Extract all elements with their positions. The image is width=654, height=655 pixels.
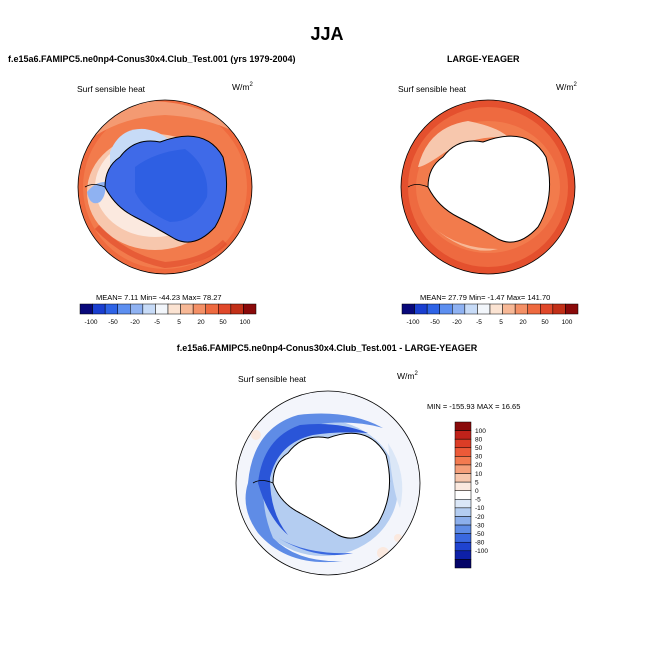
panel2-polar-map xyxy=(400,99,576,275)
panel3-colorbar-tick-label: -10 xyxy=(475,505,485,512)
panel3-colorbar-swatch xyxy=(454,473,472,483)
panel2-colorbar-tick-label: 20 xyxy=(519,319,527,326)
panel3-colorbar-swatch xyxy=(454,541,472,552)
panel3-units-label: W/m2 xyxy=(397,371,418,381)
panel1-colorbar-swatch xyxy=(180,303,194,315)
panel3-polar-map xyxy=(235,390,421,576)
panel3-colorbar-swatch xyxy=(454,464,472,474)
panel1-colorbar-swatch xyxy=(243,303,257,315)
panel3-colorbar-tick-label: 10 xyxy=(475,471,483,478)
panel2-colorbar-swatch xyxy=(565,303,579,315)
panel3-colorbar-swatch xyxy=(454,516,472,526)
panel3-variable-label: Surf sensible heat xyxy=(238,374,307,384)
panel1-colorbar-swatch xyxy=(130,303,144,315)
panel1-colorbar-tick-label: -5 xyxy=(154,319,160,326)
panel3-colorbar-swatch xyxy=(454,430,472,440)
panel3-colorbar-swatch xyxy=(454,559,472,569)
panel3-colorbar-swatch xyxy=(454,533,472,543)
panel3-colorbar-tick-label: -50 xyxy=(475,531,485,538)
panel1-colorbar-tick-label: -20 xyxy=(130,319,140,326)
panel1-units-label: W/m2 xyxy=(232,82,253,92)
panel1-colorbar: -100 -50 -20 -5 5 20 50 100 xyxy=(79,303,257,326)
panel2-colorbar: -100 -50 -20 -5 5 20 50 100 xyxy=(401,303,579,326)
panel1-colorbar-swatch xyxy=(117,303,131,315)
panel2-colorbar-swatch xyxy=(426,303,440,315)
panel2-colorbar-tick-label: 5 xyxy=(499,319,503,326)
panel3-colorbar-swatch xyxy=(454,421,472,431)
panel3-colorbar-swatch xyxy=(454,456,472,466)
panel2-colorbar-tick-label: -50 xyxy=(430,319,440,326)
panel1-colorbar-swatch xyxy=(192,303,206,315)
panel2-colorbar-swatch xyxy=(401,303,415,315)
panel2-colorbar-swatch xyxy=(464,303,478,315)
panel3-colorbar-tick-label: -30 xyxy=(475,522,485,529)
panel3-colorbar-swatch xyxy=(454,499,472,509)
panel2-colorbar-swatch xyxy=(514,303,528,315)
panel3-colorbar-tick-label: 0 xyxy=(475,488,479,495)
panel3-colorbar-swatch xyxy=(454,524,472,534)
panel3-case-title: f.e15a6.FAMIPC5.ne0np4-Conus30x4.Club_Te… xyxy=(176,343,478,353)
panel1-colorbar-tick-label: -100 xyxy=(84,319,97,326)
panel3-colorbar-swatch xyxy=(454,490,472,500)
panel2-variable-label: Surf sensible heat xyxy=(398,84,467,94)
panel3-colorbar-tick-label: 50 xyxy=(475,445,483,452)
panel3-colorbar-swatch xyxy=(454,447,472,457)
panel3-colorbar-tick-label: -100 xyxy=(475,548,488,555)
panel1-variable-label: Surf sensible heat xyxy=(77,84,146,94)
panel2-colorbar-swatch xyxy=(477,303,491,315)
panel3-colorbar-tick-label: -5 xyxy=(475,497,481,504)
panel1-colorbar-tick-label: -50 xyxy=(108,319,118,326)
panel1-colorbar-tick-label: 50 xyxy=(219,319,227,326)
panel3-colorbar-tick-label: 20 xyxy=(475,462,483,469)
panel2-colorbar-tick-label: -5 xyxy=(476,319,482,326)
figure-title: JJA xyxy=(310,24,344,44)
panel1-colorbar-swatch xyxy=(155,303,169,315)
panel2-colorbar-tick-label: 100 xyxy=(562,319,573,326)
panel1-colorbar-swatch xyxy=(92,303,106,315)
panel2-colorbar-tick-label: -20 xyxy=(452,319,462,326)
panel2-colorbar-tick-label: -100 xyxy=(406,319,419,326)
panel1-polar-map xyxy=(77,99,253,275)
panel1-colorbar-swatch xyxy=(142,303,156,315)
panel1-colorbar-swatch xyxy=(104,303,118,315)
panel2-colorbar-swatch xyxy=(540,303,554,315)
panel1-colorbar-tick-label: 100 xyxy=(240,319,251,326)
panel3-colorbar-swatch xyxy=(454,550,472,560)
panel1-colorbar-tick-label: 20 xyxy=(197,319,205,326)
panel1-colorbar-tick-label: 5 xyxy=(177,319,181,326)
panel1-case-title: f.e15a6.FAMIPC5.ne0np4-Conus30x4.Club_Te… xyxy=(8,54,296,64)
panel2-colorbar-swatch xyxy=(414,303,428,315)
panel3-stats: MIN = -155.93 MAX = 16.65 xyxy=(427,402,521,411)
panel2-units-label: W/m2 xyxy=(556,82,577,92)
panel3-colorbar-swatch xyxy=(454,507,472,517)
panel2-colorbar-swatch xyxy=(527,303,541,315)
panel3-colorbar-swatch xyxy=(454,481,472,491)
panel2-colorbar-swatch xyxy=(502,303,516,315)
panel2-case-title: LARGE-YEAGER xyxy=(447,54,520,64)
panel2-colorbar-swatch xyxy=(452,303,466,315)
panel1-colorbar-swatch xyxy=(79,303,93,315)
panel3-colorbar-tick-label: -20 xyxy=(475,514,485,521)
panel3-colorbar-tick-label: 5 xyxy=(475,479,479,486)
panel1-stats: MEAN= 7.11 Min= -44.23 Max= 78.27 xyxy=(96,293,222,302)
panel1-colorbar-swatch xyxy=(218,303,232,315)
panel3-colorbar-swatch xyxy=(454,438,472,449)
panel1-colorbar-swatch xyxy=(230,303,244,315)
panel3-colorbar-tick-label: -80 xyxy=(475,540,485,547)
panel3-colorbar-tick-label: 30 xyxy=(475,454,483,461)
panel2-stats: MEAN= 27.79 Min= -1.47 Max= 141.70 xyxy=(420,293,551,302)
panel3-colorbar-tick-label: 80 xyxy=(475,436,483,443)
panel3-colorbar-tick-label: 100 xyxy=(475,428,486,435)
panel2-colorbar-swatch xyxy=(489,303,503,315)
panel2-colorbar-swatch xyxy=(552,303,566,315)
panel1-colorbar-swatch xyxy=(167,303,181,315)
panel2-colorbar-tick-label: 50 xyxy=(541,319,549,326)
panel2-colorbar-swatch xyxy=(439,303,453,315)
panel1-colorbar-swatch xyxy=(205,303,219,315)
